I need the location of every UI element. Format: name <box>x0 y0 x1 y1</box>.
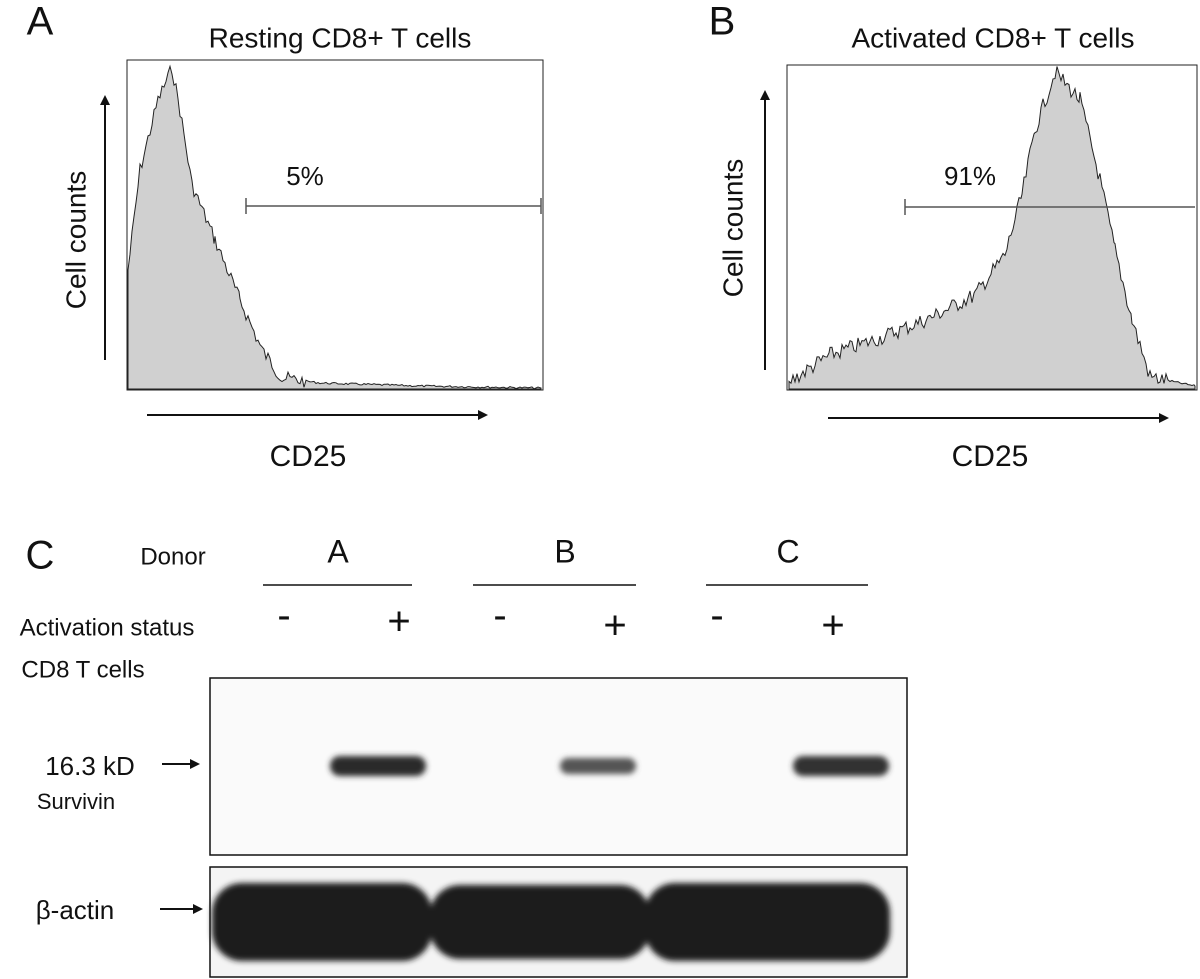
histogram <box>127 64 542 390</box>
activation-label: Activation status <box>20 614 195 641</box>
band <box>330 756 426 776</box>
x-label: CD25 <box>270 440 347 473</box>
sign: + <box>821 604 844 648</box>
band <box>560 758 636 774</box>
blot-survivin <box>209 677 908 856</box>
histogram <box>788 66 1196 390</box>
y-label: Cell counts <box>717 159 748 298</box>
control-label: β-actin <box>36 895 115 925</box>
panel-b: B Activated CD8+ T cells 91% Cell counts… <box>709 0 1198 473</box>
donor: C <box>776 533 799 569</box>
sign: + <box>603 604 626 648</box>
panel-title: Resting CD8+ T cells <box>209 22 472 53</box>
actin-bands <box>212 883 890 961</box>
cells-label: CD8 T cells <box>21 656 144 683</box>
gate-label: 5% <box>286 161 324 191</box>
plot-frame <box>786 64 1198 391</box>
x-label: CD25 <box>952 440 1029 473</box>
panel-letter: B <box>709 0 736 44</box>
panel-a: A Resting CD8+ T cells 5% Cell counts CD… <box>27 0 544 473</box>
sign: - <box>710 594 723 638</box>
gate-label: 91% <box>944 161 996 191</box>
y-label: Cell counts <box>60 171 91 310</box>
donor: B <box>554 533 575 569</box>
plot-frame <box>126 59 544 391</box>
sign: - <box>493 594 506 638</box>
band <box>793 756 889 776</box>
band-label: 16.3 kD <box>45 751 135 781</box>
panel-letter: A <box>27 0 54 44</box>
donor: A <box>327 533 349 569</box>
panel-c: C Donor A B C Activation status - + - + … <box>20 533 908 978</box>
protein-label: Survivin <box>37 789 115 814</box>
sign: + <box>387 600 410 644</box>
panel-letter: C <box>26 534 55 578</box>
donor-label: Donor <box>140 543 205 570</box>
panel-title: Activated CD8+ T cells <box>852 22 1135 53</box>
sign: - <box>277 594 290 638</box>
